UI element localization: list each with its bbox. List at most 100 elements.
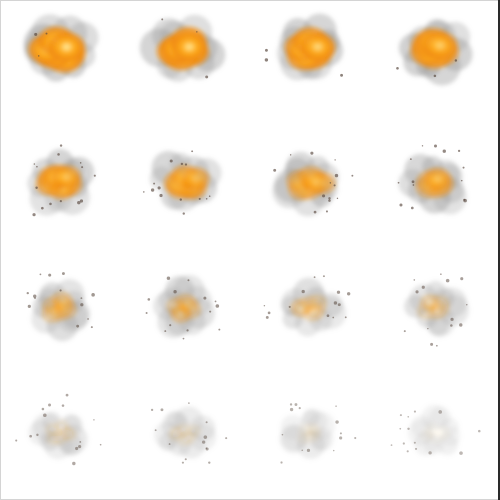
fireball: [164, 292, 203, 325]
debris-dot: [182, 212, 185, 215]
fireball: [408, 26, 461, 71]
debris-particles: [26, 272, 95, 329]
debris-dot: [159, 193, 163, 198]
debris-particles: [15, 393, 102, 466]
fire-blob: [52, 294, 76, 315]
debris-particles: [263, 275, 351, 319]
fireball: [155, 25, 211, 72]
debris-dot: [298, 407, 301, 410]
debris-dot: [29, 434, 32, 438]
fire-blob: [306, 293, 329, 313]
debris-dot: [45, 32, 48, 35]
explosion-frame-graphic: [150, 402, 228, 464]
explosion-frame-15: [250, 375, 375, 500]
debris-dot: [399, 427, 402, 430]
debris-dot: [433, 74, 437, 78]
explosion-frame-graphic: [139, 14, 226, 82]
debris-dot: [334, 159, 336, 161]
debris-dot: [225, 437, 228, 440]
debris-dot: [150, 188, 155, 192]
debris-dot: [145, 312, 148, 315]
debris-dot: [198, 197, 201, 200]
explosion-frame-graphic: [390, 404, 481, 456]
fireball: [40, 290, 79, 324]
fire-blob: [185, 423, 202, 439]
debris-dot: [160, 408, 164, 412]
debris-dot: [166, 276, 171, 280]
debris-dot: [187, 279, 190, 282]
debris-dot: [328, 199, 331, 202]
debris-dot: [147, 298, 151, 301]
explosion-frame-graphic: [27, 144, 96, 217]
debris-dot: [399, 203, 403, 207]
debris-dot: [445, 278, 450, 283]
debris-dot: [410, 206, 414, 210]
debris-dot: [48, 273, 52, 277]
debris-dot: [79, 162, 82, 164]
debris-dot: [169, 324, 172, 327]
debris-dot: [35, 186, 38, 189]
debris-dot: [61, 272, 65, 275]
fire-blob: [169, 31, 209, 63]
debris-dot: [48, 403, 52, 407]
debris-dot: [337, 303, 341, 307]
fire-blob: [423, 167, 454, 192]
debris-dot: [41, 407, 45, 411]
debris-dot: [263, 304, 266, 307]
debris-dot: [33, 163, 36, 165]
debris-particles: [161, 18, 209, 79]
debris-dot: [78, 445, 82, 449]
debris-dot: [87, 318, 89, 320]
debris-dot: [79, 199, 84, 203]
explosion-frame-14: [125, 375, 250, 500]
debris-dot: [161, 18, 164, 21]
explosion-frame-graphic: [15, 393, 102, 466]
explosion-frame-1: [0, 0, 125, 125]
debris-dot: [322, 194, 326, 198]
debris-dot: [173, 290, 177, 294]
debris-dot: [351, 174, 354, 177]
debris-dot: [413, 279, 416, 281]
debris-dot: [334, 173, 339, 178]
debris-dot: [215, 304, 220, 308]
debris-dot: [43, 413, 47, 418]
debris-dot: [340, 73, 343, 77]
fireball: [414, 166, 456, 200]
explosion-frame-7: [250, 125, 375, 250]
debris-dot: [59, 144, 63, 147]
debris-dot: [335, 405, 337, 407]
debris-dot: [205, 447, 208, 449]
explosion-frame-graphic: [142, 150, 222, 215]
debris-dot: [397, 181, 400, 184]
fire-blob: [177, 295, 201, 316]
debris-dot: [205, 421, 208, 424]
debris-dot: [333, 184, 336, 187]
debris-dot: [34, 297, 36, 299]
fireball: [162, 163, 211, 201]
explosion-frame-16: [375, 375, 500, 500]
debris-dot: [203, 435, 208, 439]
debris-dot: [306, 448, 311, 452]
sheet-right-edge: [498, 0, 500, 500]
debris-dot: [346, 292, 351, 296]
debris-particles: [150, 402, 228, 464]
debris-dot: [191, 150, 194, 153]
debris-dot: [72, 461, 76, 466]
debris-dot: [288, 305, 291, 308]
debris-dot: [339, 432, 342, 435]
debris-dot: [413, 441, 416, 444]
debris-dot: [466, 304, 468, 306]
debris-dot: [61, 404, 65, 407]
debris-dot: [457, 149, 461, 153]
fire-blob: [50, 164, 83, 190]
debris-dot: [208, 461, 211, 464]
debris-dot: [49, 202, 52, 206]
debris-dot: [59, 200, 62, 203]
explosion-frame-4: [375, 0, 500, 125]
debris-dot: [390, 444, 393, 446]
fire-blob: [300, 169, 331, 195]
debris-dot: [462, 166, 465, 169]
debris-dot: [354, 436, 357, 440]
debris-dot: [413, 410, 417, 413]
debris-dot: [333, 301, 338, 305]
